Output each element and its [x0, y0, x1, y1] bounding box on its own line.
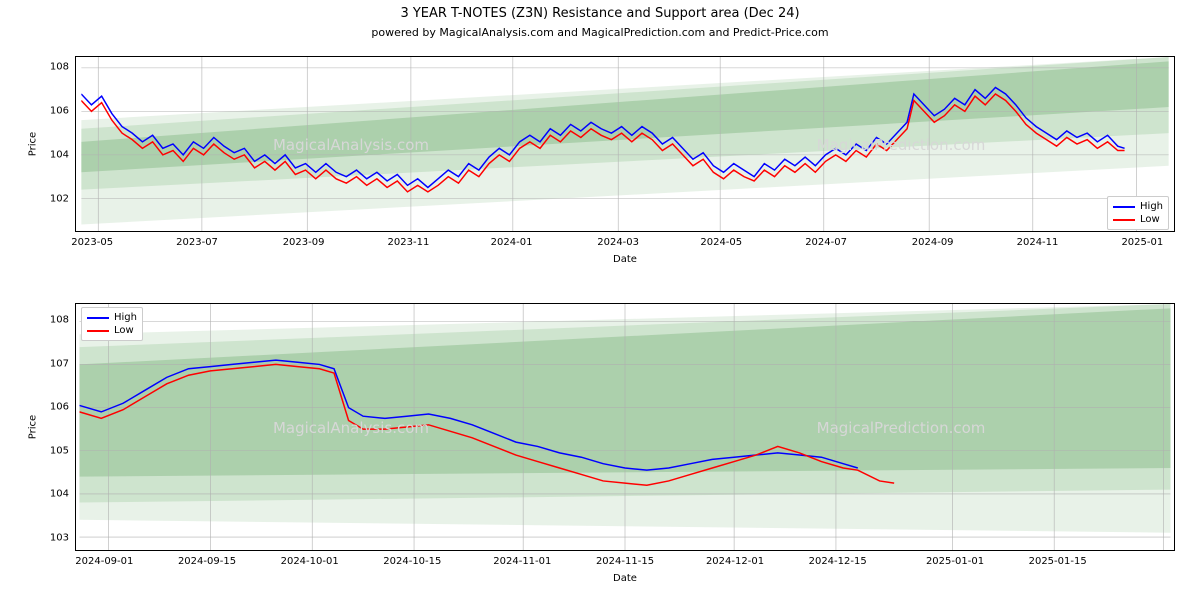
legend-swatch	[1113, 219, 1135, 221]
chart-panel-bottom: MagicalAnalysis.comMagicalPrediction.com	[75, 303, 1175, 551]
chart-panel-top: MagicalAnalysis.comMagicalPrediction.com	[75, 56, 1175, 232]
legend-swatch	[1113, 206, 1135, 208]
x-tick-label: 2025-01-15	[1029, 556, 1087, 567]
x-tick-label: 2024-09-15	[178, 556, 236, 567]
x-tick-label: 2023-09	[283, 237, 325, 248]
x-tick-label: 2023-07	[176, 237, 218, 248]
y-tick-label: 105	[29, 445, 69, 456]
x-tick-label: 2024-03	[597, 237, 639, 248]
y-tick-label: 102	[29, 194, 69, 205]
legend-swatch	[87, 317, 109, 319]
legend-item: Low	[87, 324, 137, 337]
plot-svg	[76, 304, 1174, 550]
x-tick-label: 2024-05	[700, 237, 742, 248]
legend-item: High	[87, 311, 137, 324]
legend-item: High	[1113, 200, 1163, 213]
legend-label: Low	[1140, 213, 1160, 226]
x-axis-label: Date	[75, 254, 1175, 265]
legend: HighLow	[1107, 196, 1169, 230]
y-tick-label: 108	[29, 315, 69, 326]
x-tick-label: 2024-09	[912, 237, 954, 248]
x-axis-label: Date	[75, 573, 1175, 584]
y-tick-label: 108	[29, 62, 69, 73]
x-tick-label: 2024-12-15	[809, 556, 867, 567]
chart-title: 3 YEAR T-NOTES (Z3N) Resistance and Supp…	[0, 6, 1200, 21]
x-tick-label: 2024-07	[805, 237, 847, 248]
x-tick-label: 2024-09-01	[75, 556, 133, 567]
legend-label: Low	[114, 324, 134, 337]
x-tick-label: 2025-01	[1121, 237, 1163, 248]
x-tick-label: 2024-11-01	[493, 556, 551, 567]
x-tick-label: 2024-11-15	[596, 556, 654, 567]
legend-swatch	[87, 330, 109, 332]
legend-item: Low	[1113, 213, 1163, 226]
x-tick-label: 2024-10-01	[281, 556, 339, 567]
x-tick-label: 2025-01-01	[926, 556, 984, 567]
x-tick-label: 2023-05	[71, 237, 113, 248]
legend: HighLow	[81, 307, 143, 341]
y-tick-label: 103	[29, 532, 69, 543]
y-tick-label: 106	[29, 106, 69, 117]
plot-svg	[76, 57, 1174, 231]
y-tick-label: 107	[29, 358, 69, 369]
y-tick-label: 104	[29, 489, 69, 500]
legend-label: High	[114, 311, 137, 324]
legend-label: High	[1140, 200, 1163, 213]
x-tick-label: 2024-11	[1017, 237, 1059, 248]
x-tick-label: 2024-10-15	[383, 556, 441, 567]
x-tick-label: 2024-12-01	[706, 556, 764, 567]
chart-subtitle: powered by MagicalAnalysis.com and Magic…	[0, 26, 1200, 39]
x-tick-label: 2023-11	[388, 237, 430, 248]
y-tick-label: 106	[29, 402, 69, 413]
x-tick-label: 2024-01	[491, 237, 533, 248]
y-axis-label: Price	[28, 415, 39, 439]
figure: 3 YEAR T-NOTES (Z3N) Resistance and Supp…	[0, 0, 1200, 600]
y-axis-label: Price	[28, 132, 39, 156]
